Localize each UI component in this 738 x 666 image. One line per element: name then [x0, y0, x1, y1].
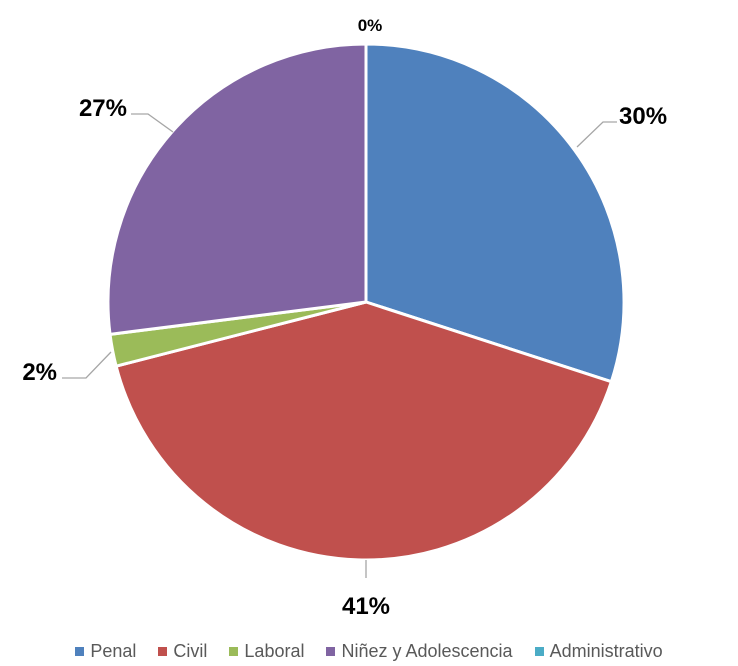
- pie-slice-civil: [114, 300, 613, 562]
- legend: Penal Civil Laboral Niñez y Adolescencia…: [0, 638, 738, 664]
- legend-item-administrativo: Administrativo: [534, 640, 663, 662]
- legend-swatch-penal: [75, 646, 85, 656]
- leader-line-penal: [576, 121, 617, 148]
- legend-item-penal: Penal: [75, 641, 136, 662]
- legend-swatch-administrativo: [534, 646, 544, 656]
- legend-item-civil: Civil: [158, 641, 207, 662]
- data-labels: 30% 41% 2% 27% 0%: [22, 16, 667, 620]
- legend-label-administrativo: Administrativo: [549, 640, 663, 661]
- data-label-civil: 41%: [342, 593, 390, 620]
- data-label-ninez-y-adolescencia: 27%: [79, 95, 127, 122]
- legend-label-ninez-y-adolescencia: Niñez y Adolescencia: [341, 640, 513, 661]
- pie-slices: [106, 42, 626, 562]
- legend-label-penal: Penal: [90, 640, 137, 661]
- leader-lines: [62, 113, 617, 578]
- pie-slice-ninez-y-adolescencia: [106, 42, 368, 336]
- pie-chart-canvas: 30% 41% 2% 27% 0%: [22, 16, 667, 620]
- pie-slice-penal: [364, 42, 626, 384]
- legend-item-ninez-y-adolescencia: Niñez y Adolescencia: [326, 640, 513, 662]
- legend-label-civil: Civil: [173, 640, 208, 661]
- legend-swatch-laboral: [229, 646, 239, 656]
- data-label-administrativo: 0%: [358, 16, 383, 35]
- legend-swatch-civil: [158, 646, 168, 656]
- data-label-laboral: 2%: [22, 359, 57, 386]
- leader-line-laboral: [62, 351, 112, 379]
- data-label-penal: 30%: [619, 103, 667, 130]
- legend-item-laboral: Laboral: [229, 641, 304, 662]
- legend-label-laboral: Laboral: [244, 640, 305, 661]
- legend-swatch-ninez-y-adolescencia: [326, 646, 336, 656]
- leader-line-ninez-y-adolescencia: [131, 113, 174, 133]
